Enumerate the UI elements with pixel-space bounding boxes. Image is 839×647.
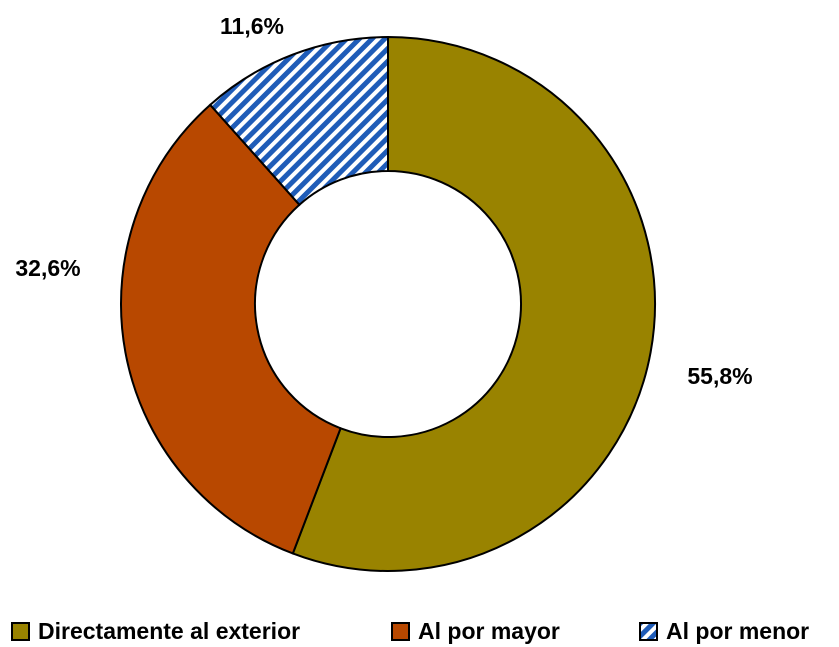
legend-label: Al por menor: [666, 618, 809, 644]
legend-swatch: [639, 622, 658, 641]
legend-swatch: [11, 622, 30, 641]
data-label: 32,6%: [15, 255, 80, 281]
data-label: 55,8%: [687, 363, 752, 389]
legend-swatch: [391, 622, 410, 641]
donut-slice: [291, 35, 656, 572]
donut-slice: [120, 103, 342, 555]
legend-label: Directamente al exterior: [38, 618, 300, 644]
donut-slice: [208, 35, 389, 207]
legend-label: Al por mayor: [418, 618, 560, 644]
data-label: 11,6%: [220, 13, 284, 39]
